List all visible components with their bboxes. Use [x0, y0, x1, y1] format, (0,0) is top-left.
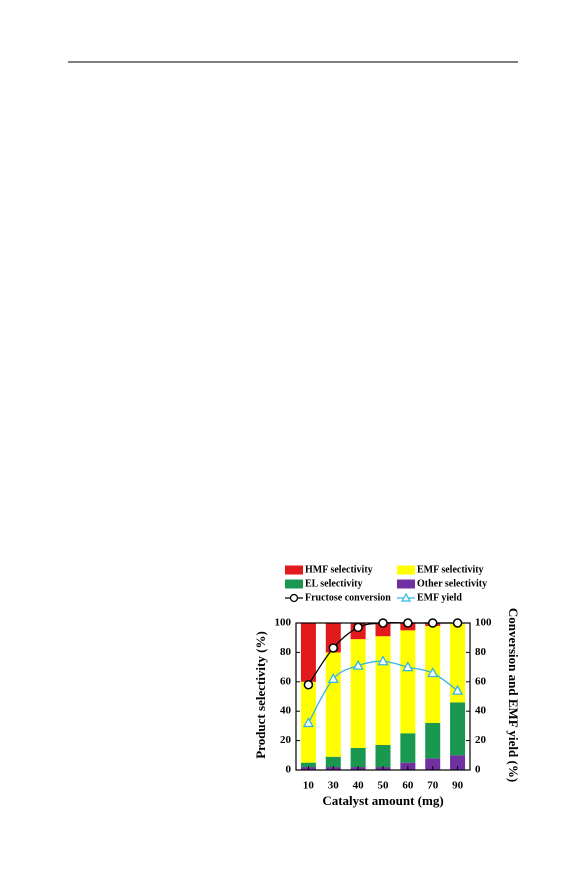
bar-segment — [325, 652, 341, 757]
y-axis-title: Product selectivity (%) — [253, 631, 268, 759]
legend-swatch — [397, 579, 415, 589]
bar-segment — [400, 733, 416, 763]
y2-tick-label: 60 — [475, 675, 487, 687]
x-axis-title: Catalyst amount (mg) — [322, 793, 443, 808]
bar-segment — [325, 756, 341, 768]
line-marker — [451, 684, 464, 695]
line-marker — [353, 622, 363, 633]
y-tick-label: 80 — [280, 646, 292, 658]
x-tick-label: 60 — [402, 780, 414, 792]
line-marker — [452, 618, 463, 628]
y-tick-label: 20 — [280, 734, 292, 746]
y2-tick-label: 20 — [475, 734, 487, 746]
bar-segment — [375, 636, 391, 746]
bar-segment — [375, 623, 391, 637]
line-marker — [327, 673, 339, 684]
bar-segment — [425, 722, 441, 759]
x-tick-label: 40 — [353, 780, 365, 792]
bar-segment — [325, 623, 341, 653]
bar-segment — [375, 745, 391, 768]
line-marker — [403, 618, 413, 628]
legend-marker — [289, 593, 299, 603]
x-tick-label: 50 — [378, 780, 390, 792]
legend-swatch — [285, 579, 303, 589]
bar-segment — [350, 747, 366, 768]
bar-segment — [400, 630, 416, 734]
line-marker — [427, 667, 439, 678]
y2-axis-title: Conversion and EMF yield (%) — [506, 608, 521, 782]
line-marker — [303, 679, 314, 690]
legend-swatch — [397, 565, 415, 575]
line-marker — [378, 618, 388, 628]
line-marker — [302, 717, 315, 728]
line-marker — [328, 643, 339, 653]
y-tick-label: 60 — [280, 675, 292, 687]
bar-segment — [450, 702, 466, 756]
bar-segment — [300, 623, 316, 682]
line-marker — [377, 655, 389, 666]
legend-label: EMF selectivity — [417, 564, 484, 575]
x-tick-label: 70 — [427, 780, 439, 792]
y2-tick-label: 80 — [475, 646, 487, 658]
legend-label: Other selectivity — [417, 578, 487, 589]
y-tick-label: 0 — [286, 764, 292, 776]
legend-label: EL selectivity — [305, 578, 363, 589]
y2-tick-label: 40 — [475, 705, 487, 717]
y-tick-label: 40 — [280, 705, 292, 717]
line-marker — [427, 618, 438, 628]
y2-tick-label: 0 — [475, 764, 481, 776]
x-tick-label: 30 — [328, 780, 340, 792]
bar-segment — [425, 758, 441, 770]
legend-label: EMF yield — [417, 592, 462, 603]
x-tick-label: 10 — [303, 780, 315, 792]
x-tick-label: 90 — [452, 780, 464, 792]
bar-segment — [450, 755, 466, 770]
legend-label: Fructose conversion — [305, 592, 391, 603]
legend-label: HMF selectivity — [305, 564, 373, 575]
y2-tick-label: 100 — [475, 617, 492, 629]
bar-segment — [350, 639, 366, 748]
bar-segment — [450, 623, 466, 703]
bar-segment — [300, 762, 316, 768]
legend-swatch — [285, 565, 303, 575]
line-marker — [402, 661, 414, 672]
y-tick-label: 100 — [275, 617, 292, 629]
line-marker — [352, 659, 364, 670]
legend-marker — [400, 592, 412, 602]
